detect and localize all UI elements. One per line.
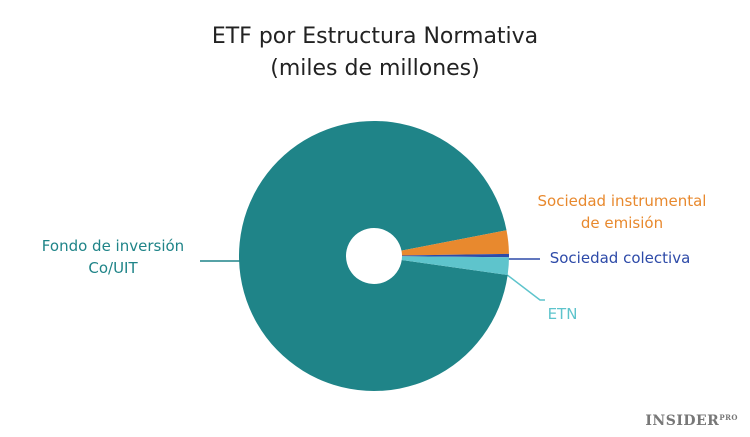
slice — [401, 256, 509, 275]
slice-label: Sociedad instrumental de emisión — [537, 192, 707, 232]
slice-label: Fondo de inversión Co/UIT — [41, 237, 185, 277]
leader-line — [505, 273, 545, 301]
slice — [402, 253, 509, 258]
slice-label: ETN — [547, 305, 578, 323]
slice — [401, 230, 509, 256]
brand: INSIDERPRO — [645, 413, 738, 429]
brand-tag: PRO — [719, 413, 738, 422]
chart-title: ETF por Estructura Normativa — [211, 24, 539, 49]
slice — [239, 121, 508, 392]
brand-name: INSIDER — [645, 413, 720, 429]
chart-subtitle: (miles de millones) — [270, 56, 480, 81]
slice-label: Sociedad colectiva — [549, 249, 691, 267]
